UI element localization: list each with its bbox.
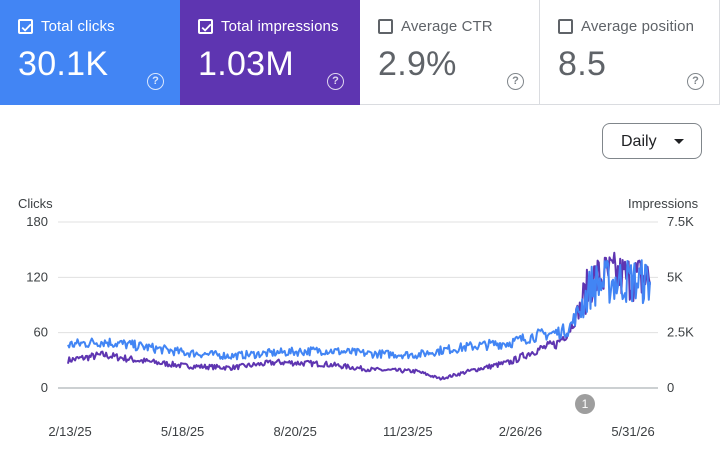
help-icon[interactable]: ? [687,73,704,90]
annotation-marker [575,394,595,414]
x-tick-label: 8/20/25 [274,424,317,439]
card-value: 2.9% [378,45,457,83]
y-tick-label-right: 7.5K [667,214,694,229]
granularity-dropdown[interactable]: Daily [602,123,702,159]
dropdown-selected-value: Daily [621,133,657,150]
performance-chart: 180 7.5K 120 5K 60 2.5K 0 0 2/13/25 5/18/25 8/20/2… [26,214,694,439]
checkbox-checked-icon[interactable] [18,19,33,34]
y-tick-label-right: 5K [667,269,683,284]
y-tick-label-left: 0 [41,380,48,395]
impressions-series-line [67,259,651,361]
y-tick-label-right: 0 [667,380,674,395]
x-tick-label: 2/13/25 [48,424,91,439]
average-position-card[interactable]: Average position 8.5 ? [540,0,720,105]
card-value: 30.1K [18,45,109,83]
left-axis-title: Clicks [18,196,53,211]
help-icon[interactable]: ? [507,73,524,90]
y-tick-label-left: 180 [26,214,48,229]
help-icon[interactable]: ? [147,73,164,90]
total-impressions-card[interactable]: Total impressions 1.03M ? [180,0,360,105]
y-tick-label-left: 60 [34,325,48,340]
card-value: 8.5 [558,45,607,83]
card-value: 1.03M [198,45,294,83]
y-tick-label-left: 120 [26,269,48,284]
checkbox-unchecked-icon[interactable] [558,19,573,34]
caret-down-icon [674,139,684,144]
card-label: Total clicks [41,18,115,35]
card-label: Average CTR [401,18,493,35]
annotation-marker-label: 1 [582,397,589,411]
checkbox-checked-icon[interactable] [198,19,213,34]
x-tick-label: 2/26/26 [499,424,542,439]
x-tick-label: 5/18/25 [161,424,204,439]
y-tick-label-right: 2.5K [667,325,694,340]
card-label: Average position [581,18,695,35]
x-tick-label: 11/23/25 [383,424,433,439]
metric-cards: Total clicks 30.1K ? Total impressions 1… [0,0,720,105]
x-tick-label: 5/31/26 [611,424,654,439]
right-axis-title: Impressions [628,196,699,211]
total-clicks-card[interactable]: Total clicks 30.1K ? [0,0,180,105]
card-label: Total impressions [221,18,339,35]
average-ctr-card[interactable]: Average CTR 2.9% ? [360,0,540,105]
clicks-series-line [67,251,651,381]
checkbox-unchecked-icon[interactable] [378,19,393,34]
help-icon[interactable]: ? [327,73,344,90]
